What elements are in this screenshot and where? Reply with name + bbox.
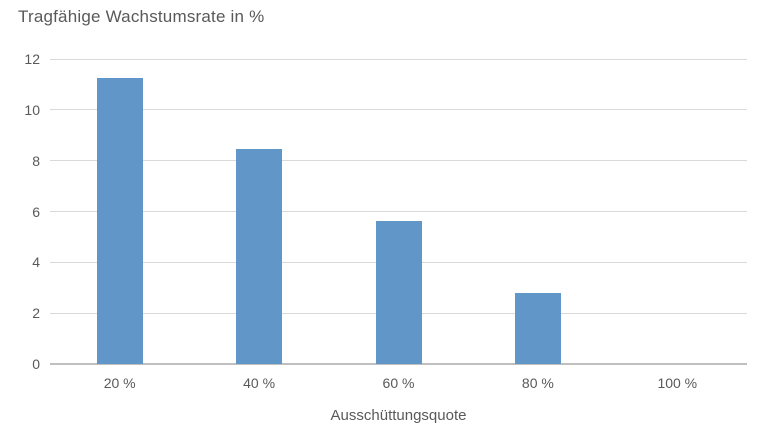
bar [236,149,283,364]
gridline [50,58,747,60]
y-axis-tick-label: 0 [32,356,40,372]
x-axis-tick-label: 40 % [243,375,276,391]
gridline [50,109,747,111]
bar [96,78,143,364]
y-axis-tick-label: 6 [32,203,40,220]
y-axis-tick-label: 10 [24,101,40,118]
x-axis-tick-label: 60 % [382,375,415,391]
x-axis-tick-label: 80 % [521,375,554,391]
bar [375,220,422,364]
x-axis-tick-label: 100 % [657,375,698,391]
y-axis-tick-label: 2 [32,305,40,322]
y-axis-tick-label: 8 [32,152,40,169]
bar [514,292,561,364]
y-axis-tick-label: 12 [24,51,40,67]
gridline [50,211,747,212]
chart-title: Tragfähige Wachstumsrate in % [18,7,265,26]
x-axis-tick-label: 20 % [103,375,136,391]
x-axis-title: Ausschüttungsquote [330,407,467,424]
x-axis-line [50,363,747,365]
gridline [50,160,747,162]
y-axis-tick-label: 4 [32,254,40,271]
